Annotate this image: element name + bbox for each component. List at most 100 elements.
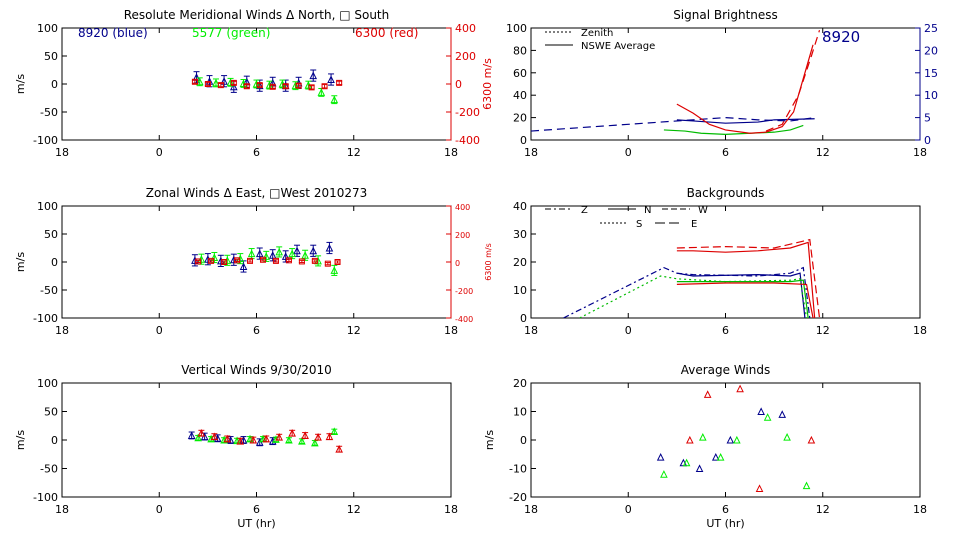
series-line	[663, 124, 804, 136]
data-point	[711, 452, 720, 461]
data-point	[239, 262, 248, 270]
y-tick-label: 30	[513, 228, 527, 241]
data-point	[275, 247, 284, 256]
data-point	[716, 452, 725, 461]
data-point	[281, 252, 290, 260]
data-point	[255, 81, 264, 90]
x-tick-label: 18	[524, 503, 538, 516]
data-point	[236, 254, 245, 263]
data-point	[246, 434, 254, 443]
x-tick-label: 0	[625, 324, 632, 337]
data-point	[213, 434, 222, 442]
data-point	[288, 429, 296, 437]
chart-panel-5	[61, 382, 452, 498]
data-point	[656, 452, 665, 461]
x-tick-label: 0	[625, 146, 632, 159]
data-point	[217, 82, 224, 89]
data-point	[660, 470, 668, 478]
x-tick-label: 12	[347, 324, 361, 337]
x-tick-label: 6	[253, 146, 260, 159]
x-tick-label: 12	[816, 503, 830, 516]
data-point	[309, 246, 318, 255]
y-tick-label: 50	[44, 228, 58, 241]
y-tick-label: 100	[37, 200, 58, 213]
data-point	[755, 484, 764, 492]
data-point	[269, 83, 276, 90]
y-tick-label: 40	[513, 200, 527, 213]
series-line	[563, 266, 811, 318]
x-tick-label: 0	[156, 324, 163, 337]
legend-entry: N	[644, 205, 651, 216]
x-tick-label: 0	[156, 503, 163, 516]
chart-panel-4	[530, 205, 921, 319]
y2-tick-label: -400	[455, 134, 480, 147]
data-point	[726, 435, 735, 444]
data-point	[682, 458, 691, 467]
x-axis-label: UT (hr)	[706, 517, 744, 530]
y-axis-label: m/s	[14, 74, 27, 94]
chart-panel-1	[61, 27, 452, 141]
y-tick-label: -10	[509, 463, 527, 476]
y-tick-label: 0	[51, 256, 58, 269]
x-tick-label: 18	[524, 324, 538, 337]
series-line	[676, 118, 815, 124]
x-tick-label: 12	[347, 146, 361, 159]
y-tick-label: 0	[51, 78, 58, 91]
data-point	[308, 84, 315, 91]
data-point	[194, 433, 202, 442]
plot-frame	[61, 205, 452, 319]
chart-title: Backgrounds	[687, 186, 765, 200]
data-point	[229, 82, 238, 91]
legend-entry: 5577 (green)	[192, 26, 270, 40]
data-point	[288, 249, 296, 258]
data-point	[301, 251, 309, 259]
chart-title: Zonal Winds Δ East, □West 2010273	[146, 186, 368, 200]
x-tick-label: 12	[816, 324, 830, 337]
x-tick-label: 18	[913, 503, 927, 516]
data-point	[210, 253, 219, 262]
y-tick-label: 20	[513, 112, 527, 125]
data-point	[195, 77, 204, 86]
data-point	[298, 258, 305, 265]
data-point	[324, 260, 331, 267]
data-point	[334, 259, 341, 265]
data-point	[230, 79, 237, 86]
x-tick-label: 18	[55, 146, 69, 159]
x-tick-label: 0	[625, 503, 632, 516]
x-tick-label: 18	[55, 324, 69, 337]
data-point	[330, 95, 339, 104]
y2-tick-label: 0	[455, 78, 462, 91]
data-point	[336, 79, 343, 86]
data-point	[239, 435, 248, 444]
y2-tick-label: 0	[455, 259, 460, 268]
data-point	[736, 384, 744, 393]
data-point	[208, 257, 215, 264]
legend-entry: 8920 (blue)	[78, 26, 148, 40]
x-tick-label: 6	[253, 503, 260, 516]
data-point	[204, 255, 212, 263]
data-point	[802, 481, 811, 490]
data-point	[733, 435, 741, 444]
chart-title: Resolute Meridional Winds Δ North, □ Sou…	[124, 8, 390, 22]
data-point	[298, 437, 306, 445]
plot-area	[563, 238, 821, 318]
data-point	[255, 249, 264, 258]
y-tick-label: 10	[513, 406, 527, 419]
x-tick-label: 18	[913, 324, 927, 337]
legend-entry: W	[698, 205, 708, 216]
legend-entry: Z	[581, 205, 588, 216]
legend-entry: S	[636, 219, 642, 230]
data-point	[226, 78, 235, 86]
x-tick-label: 6	[722, 503, 729, 516]
y-tick-label: 0	[520, 434, 527, 447]
y-tick-label: 40	[513, 89, 527, 102]
plot-area	[191, 69, 343, 105]
chart-title: Average Winds	[681, 363, 771, 377]
chart-title: Signal Brightness	[673, 8, 778, 22]
legend-entry: 6300 (red)	[355, 26, 418, 40]
chart-panel-6	[530, 382, 921, 498]
data-point	[191, 78, 198, 85]
x-tick-label: 12	[816, 146, 830, 159]
y-tick-label: -50	[40, 284, 58, 297]
data-point	[252, 79, 261, 88]
